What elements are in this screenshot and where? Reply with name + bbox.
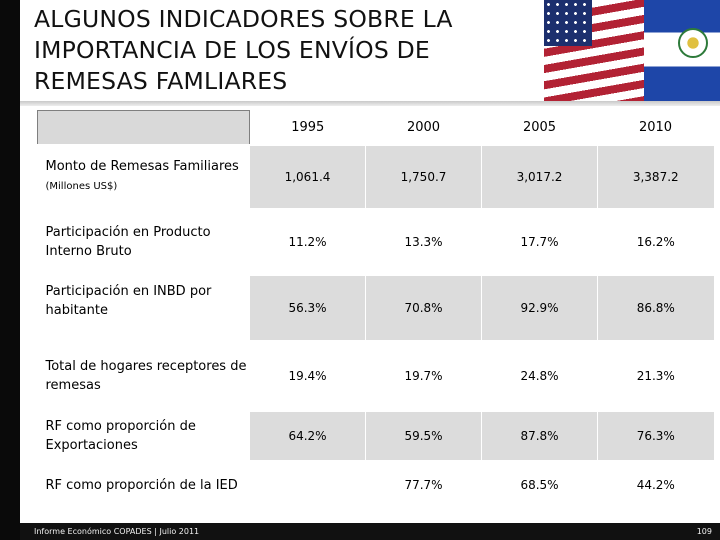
page-number: 109 — [696, 527, 712, 536]
table-cell — [249, 459, 366, 509]
table-cell: 1,750.7 — [365, 143, 482, 209]
row-unit: (Millones US$) — [45, 181, 118, 192]
table-cell: 56.3% — [249, 273, 366, 341]
table-cell: 77.7% — [365, 459, 482, 509]
indicators-table: 1995 2000 2005 2010 Monto de Remesas Fam… — [37, 110, 714, 509]
table-cell: 59.5% — [365, 409, 482, 461]
table-cell: 21.3% — [597, 339, 714, 411]
table-cell: 11.2% — [249, 207, 366, 275]
year-header: 2005 — [522, 119, 557, 135]
table-row: Participación en Producto Interno Bruto … — [37, 207, 714, 275]
table-row: Total de hogares receptores de remesas 1… — [37, 339, 714, 411]
table-cell: 64.2% — [249, 409, 366, 461]
table-cell: 16.2% — [597, 207, 714, 275]
us-flag-canton — [544, 0, 592, 46]
table-cell: 24.8% — [481, 339, 598, 411]
indicators-table-container: 1995 2000 2005 2010 Monto de Remesas Fam… — [37, 110, 714, 509]
table-cell: 3,387.2 — [597, 143, 714, 209]
table-cell: 70.8% — [365, 273, 482, 341]
flags-banner — [544, 0, 720, 101]
title-divider — [20, 101, 720, 106]
row-label: Monto de Remesas Familiares (Millones US… — [37, 143, 250, 209]
table-corner-cell — [37, 110, 250, 145]
table-cell: 19.7% — [365, 339, 482, 411]
row-label: RF como proporción de Exportaciones — [37, 409, 250, 461]
year-header: 1995 — [291, 119, 325, 135]
table-row: Participación en INBD por habitante 56.3… — [37, 273, 714, 341]
footer-source: Informe Económico COPADES | Julio 2011 — [34, 527, 200, 536]
row-label: RF como proporción de la IED — [37, 459, 250, 509]
el-salvador-seal-icon — [678, 28, 708, 58]
left-accent-bar — [0, 0, 20, 540]
table-row: Monto de Remesas Familiares (Millones US… — [37, 143, 714, 209]
table-row: RF como proporción de Exportaciones 64.2… — [37, 409, 714, 461]
table-cell: 86.8% — [597, 273, 714, 341]
table-cell: 17.7% — [481, 207, 598, 275]
row-label-text: Monto de Remesas Familiares — [45, 159, 239, 174]
row-label: Total de hogares receptores de remesas — [37, 339, 250, 411]
year-header: 2000 — [406, 119, 441, 135]
table-cell: 13.3% — [365, 207, 482, 275]
footer-bar — [20, 523, 720, 540]
table-cell: 76.3% — [597, 409, 714, 461]
table-cell: 44.2% — [597, 459, 714, 509]
table-cell: 87.8% — [481, 409, 598, 461]
table-cell: 68.5% — [481, 459, 598, 509]
table-cell: 19.4% — [249, 339, 366, 411]
table-header-row: 1995 2000 2005 2010 — [37, 110, 714, 145]
table-row: RF como proporción de la IED 77.7% 68.5%… — [37, 459, 714, 509]
row-label: Participación en Producto Interno Bruto — [37, 207, 250, 275]
slide-title: ALGUNOS INDICADORES SOBRE LA IMPORTANCIA… — [34, 5, 453, 95]
row-label: Participación en INBD por habitante — [37, 273, 250, 341]
table-cell: 92.9% — [481, 273, 598, 341]
year-header: 2010 — [638, 119, 673, 135]
table-cell: 3,017.2 — [481, 143, 598, 209]
table-cell: 1,061.4 — [249, 143, 366, 209]
